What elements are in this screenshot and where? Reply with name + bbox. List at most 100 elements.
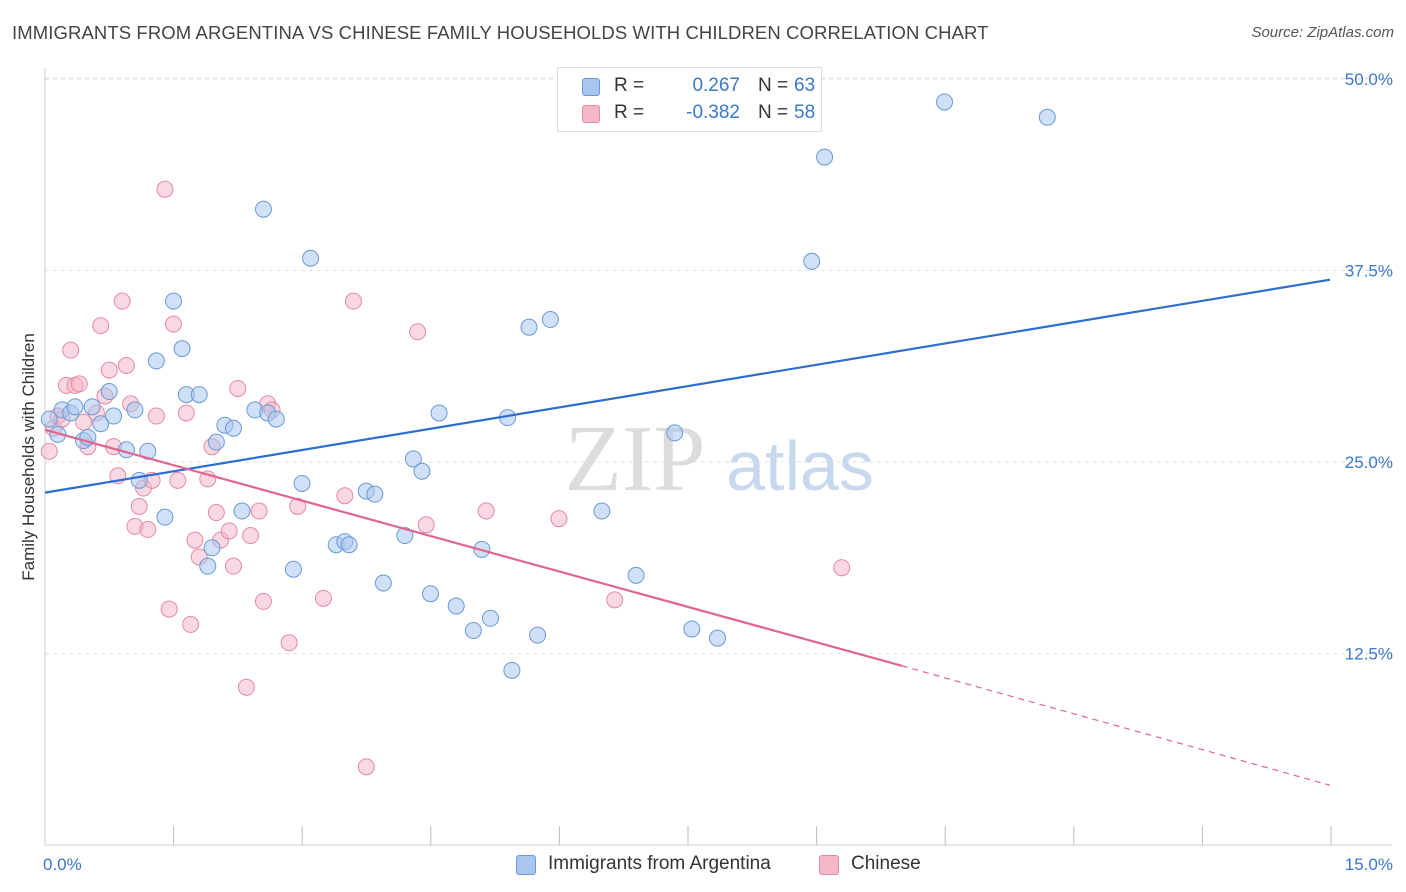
point-chinese bbox=[92, 317, 110, 335]
tick-labels: 12.5% 25.0% 37.5% 50.0% 0.0% 15.0% bbox=[43, 70, 1393, 874]
chart-title: IMMIGRANTS FROM ARGENTINA VS CHINESE FAM… bbox=[12, 22, 989, 43]
legend-label-argentina: Immigrants from Argentina bbox=[548, 853, 771, 874]
legend-r-label: R = bbox=[614, 102, 645, 123]
legend-n-value: 58 bbox=[794, 102, 816, 123]
legend-n-label: N = bbox=[758, 102, 789, 123]
point-argentina bbox=[233, 502, 251, 520]
point-chinese bbox=[344, 292, 362, 310]
point-chinese bbox=[833, 559, 851, 577]
point-argentina bbox=[83, 398, 101, 416]
point-chinese bbox=[100, 361, 118, 379]
legend-swatch-pink bbox=[582, 105, 600, 123]
point-argentina bbox=[302, 249, 320, 267]
point-chinese bbox=[220, 522, 238, 540]
point-argentina bbox=[529, 626, 547, 644]
point-chinese bbox=[207, 504, 225, 522]
legend-label-chinese: Chinese bbox=[851, 853, 921, 874]
point-chinese bbox=[314, 589, 332, 607]
legend-n-value: 63 bbox=[794, 75, 816, 96]
point-argentina bbox=[816, 148, 834, 166]
watermark-zip: ZIP bbox=[565, 407, 706, 511]
point-argentina bbox=[803, 252, 821, 270]
point-argentina bbox=[666, 424, 684, 442]
y-tick-label: 25.0% bbox=[1345, 453, 1393, 472]
point-chinese bbox=[113, 292, 131, 310]
point-chinese bbox=[409, 323, 427, 341]
y-tick-label: 37.5% bbox=[1345, 262, 1393, 281]
trend-lines bbox=[44, 278, 1331, 786]
legend-r-value: -0.382 bbox=[686, 102, 740, 123]
point-argentina bbox=[254, 200, 272, 218]
legend-r-value: 0.267 bbox=[692, 75, 740, 96]
point-argentina bbox=[1038, 108, 1056, 126]
point-argentina bbox=[199, 557, 217, 575]
trend-line-chinese bbox=[44, 428, 902, 667]
watermark-atlas: atlas bbox=[726, 427, 874, 505]
point-argentina bbox=[66, 398, 84, 416]
point-chinese bbox=[40, 442, 58, 460]
point-argentina bbox=[293, 474, 311, 492]
point-argentina bbox=[503, 661, 521, 679]
point-argentina bbox=[413, 462, 431, 480]
point-argentina bbox=[683, 620, 701, 638]
legend-swatch-blue bbox=[516, 855, 536, 875]
point-chinese bbox=[139, 520, 157, 538]
point-chinese bbox=[70, 375, 88, 393]
point-argentina bbox=[224, 419, 242, 437]
point-chinese bbox=[62, 341, 80, 359]
point-argentina bbox=[541, 311, 559, 329]
legend-swatch-pink bbox=[819, 855, 839, 875]
grid-lines bbox=[45, 77, 1392, 654]
axes bbox=[44, 68, 1392, 846]
point-chinese bbox=[250, 502, 268, 520]
legend-r-label: R = bbox=[614, 75, 645, 96]
point-chinese bbox=[550, 510, 568, 528]
point-chinese bbox=[237, 678, 255, 696]
point-chinese bbox=[186, 531, 204, 549]
point-chinese bbox=[280, 634, 298, 652]
point-argentina bbox=[267, 410, 285, 428]
y-tick-label: 12.5% bbox=[1345, 645, 1393, 664]
point-chinese bbox=[417, 516, 435, 534]
trend-line-chinese-extension bbox=[901, 665, 1331, 786]
legend-n-label: N = bbox=[758, 75, 789, 96]
data-points bbox=[40, 93, 1056, 776]
point-argentina bbox=[396, 527, 414, 545]
point-argentina bbox=[126, 401, 144, 419]
point-chinese bbox=[147, 407, 165, 425]
point-argentina bbox=[147, 352, 165, 370]
point-argentina bbox=[404, 450, 422, 468]
point-argentina bbox=[130, 471, 148, 489]
x-tick-label: 0.0% bbox=[43, 855, 82, 874]
point-chinese bbox=[130, 497, 148, 515]
point-argentina bbox=[105, 407, 123, 425]
y-tick-label: 50.0% bbox=[1345, 70, 1393, 89]
point-argentina bbox=[481, 609, 499, 627]
point-argentina bbox=[430, 404, 448, 422]
point-argentina bbox=[40, 410, 58, 428]
point-argentina bbox=[203, 539, 221, 557]
point-argentina bbox=[165, 292, 182, 310]
source-label: Source: ZipAtlas.com bbox=[1251, 24, 1394, 41]
point-chinese bbox=[156, 180, 174, 198]
point-chinese bbox=[165, 315, 182, 333]
point-argentina bbox=[593, 502, 611, 520]
point-chinese bbox=[254, 592, 272, 610]
point-chinese bbox=[336, 487, 354, 505]
point-argentina bbox=[520, 318, 538, 336]
point-argentina bbox=[464, 622, 482, 640]
point-chinese bbox=[477, 502, 495, 520]
point-argentina bbox=[366, 485, 384, 503]
point-chinese bbox=[160, 600, 178, 618]
point-chinese bbox=[224, 557, 242, 575]
point-chinese bbox=[357, 758, 375, 776]
point-argentina bbox=[207, 433, 225, 451]
x-tick-label: 15.0% bbox=[1345, 855, 1393, 874]
point-argentina bbox=[708, 629, 726, 647]
point-argentina bbox=[627, 566, 645, 584]
point-chinese bbox=[177, 404, 195, 422]
legend-swatch-blue bbox=[582, 78, 600, 96]
correlation-legend: R = 0.267 N = 63 R = -0.382 N = 58 bbox=[557, 67, 822, 132]
point-argentina bbox=[447, 597, 465, 615]
